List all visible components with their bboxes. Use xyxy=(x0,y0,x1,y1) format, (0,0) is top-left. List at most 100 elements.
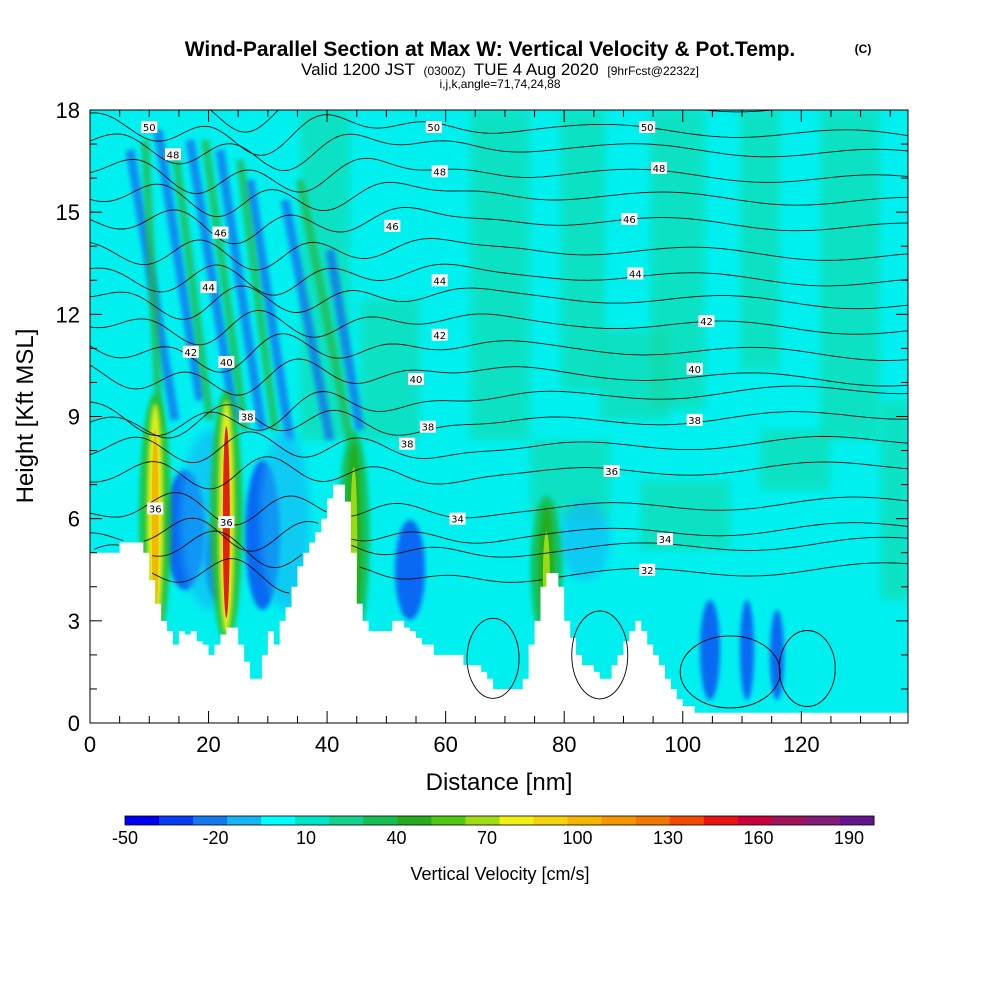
colorbar-swatch xyxy=(431,816,466,825)
y-tick-label: 0 xyxy=(68,711,80,736)
x-tick-label: 20 xyxy=(196,732,220,757)
svg-text:44: 44 xyxy=(202,283,215,294)
theta-isoline xyxy=(90,238,908,271)
theta-isoline xyxy=(90,112,908,156)
theta-isoline xyxy=(90,181,908,218)
colorbar-swatch xyxy=(669,816,705,825)
theta-closed-contour xyxy=(466,617,520,699)
svg-text:38: 38 xyxy=(688,416,701,427)
colorbar-tick-label: 100 xyxy=(562,828,592,848)
theta-label: 36 xyxy=(603,464,620,478)
y-tick-label: 12 xyxy=(56,302,80,327)
terrain-mask xyxy=(90,484,908,723)
theta-label: 48 xyxy=(651,161,668,175)
colorbar-frame xyxy=(124,815,875,826)
theta-isoline xyxy=(90,517,908,552)
theta-label: 32 xyxy=(639,563,656,577)
theta-label: 48 xyxy=(431,165,448,178)
chart-subtitle: Valid 1200 JST (0300Z) TUE 4 Aug 2020 [9… xyxy=(301,60,699,79)
subtitle-date: TUE 4 Aug 2020 xyxy=(474,60,599,79)
x-tick-label: 60 xyxy=(433,732,457,757)
svg-text:46: 46 xyxy=(214,229,227,240)
terrain xyxy=(90,484,908,723)
x-axis-tick-labels: 0 20 40 60 80 100 120 xyxy=(84,732,820,757)
updraft-streak xyxy=(141,139,164,431)
theta-label: 36 xyxy=(147,502,164,515)
theta-label: 50 xyxy=(639,121,656,134)
x-axis-ticks xyxy=(89,110,891,723)
subtitle-fcst: [9hrFcst@2232z] xyxy=(607,64,699,78)
chart-indices: i,j,k,angle=71,74,24,88 xyxy=(439,77,560,91)
theta-isoline xyxy=(90,263,908,296)
theta-isoline xyxy=(90,157,908,195)
theta-closed-contour xyxy=(571,610,629,700)
downdraft-core xyxy=(740,600,754,700)
theta-label: 44 xyxy=(431,274,448,287)
svg-text:50: 50 xyxy=(143,123,156,134)
downdraft-streak xyxy=(325,249,365,431)
theta-label: 42 xyxy=(182,345,199,359)
colorbar-tick-labels: -50 -20 10 40 70 100 130 160 190 xyxy=(112,828,864,848)
x-tick-label: 0 xyxy=(84,732,96,757)
y-tick-label: 6 xyxy=(68,507,80,532)
theta-label: 42 xyxy=(698,315,715,328)
svg-text:38: 38 xyxy=(422,423,435,434)
theta-closed-contour xyxy=(679,635,781,709)
theta-label: 40 xyxy=(686,362,703,376)
theta-isoline xyxy=(90,385,908,436)
colorbar-swatch xyxy=(805,816,841,825)
updraft-streak xyxy=(236,159,279,431)
theta-label: 50 xyxy=(425,121,442,134)
colorbar-title: Vertical Velocity [cm/s] xyxy=(410,864,589,884)
x-tick-label: 120 xyxy=(783,732,820,757)
colorbar-tick-label: 190 xyxy=(834,828,864,848)
colorbar-tick-label: 40 xyxy=(386,828,406,848)
downdraft-core xyxy=(395,520,425,620)
colorbar-swatch xyxy=(261,816,296,825)
theta-isoline xyxy=(90,431,908,464)
svg-text:50: 50 xyxy=(427,123,440,134)
y-axis-tick-labels: 0 3 6 9 12 15 18 xyxy=(56,98,80,736)
colorbar-swatch xyxy=(227,816,262,825)
svg-text:38: 38 xyxy=(241,413,254,424)
plot-area: 50 50 50 48 48 48 46 46 46 44 44 44 42 42 42 40 40 40 38 38… xyxy=(90,110,908,723)
velocity-region-weak-up xyxy=(820,110,880,440)
y-tick-label: 9 xyxy=(68,405,80,430)
theta-label: 40 xyxy=(408,373,425,386)
theta-label: 46 xyxy=(212,226,229,240)
velocity-region-weak-up xyxy=(560,110,605,390)
downdraft-streak xyxy=(215,149,267,431)
theta-isolines xyxy=(90,110,908,709)
svg-text:40: 40 xyxy=(688,365,701,376)
colorbar-swatch xyxy=(465,816,500,825)
colorbar-swatch xyxy=(397,816,432,825)
svg-text:36: 36 xyxy=(149,504,162,515)
svg-text:42: 42 xyxy=(433,331,446,342)
downdraft-core xyxy=(700,600,720,700)
colorbar-swatch xyxy=(363,816,398,825)
colorbar-tick-label: 70 xyxy=(477,828,497,848)
y-tick-label: 18 xyxy=(56,98,80,123)
colorbar-tick-label: 10 xyxy=(296,828,316,848)
velocity-region-weak-up xyxy=(640,480,730,550)
downdraft-streak xyxy=(245,179,295,441)
colorbar-swatch xyxy=(601,816,637,825)
svg-text:40: 40 xyxy=(220,358,233,369)
theta-isoline-labels: 50 50 50 48 48 48 46 46 46 44 44 44 42 42 42 40 40 40 38 38… xyxy=(141,121,715,577)
colorbar-tick-label: 130 xyxy=(653,828,683,848)
theta-label: 38 xyxy=(399,437,416,451)
theta-label: 50 xyxy=(141,121,158,134)
svg-text:32: 32 xyxy=(641,566,654,577)
theta-isoline xyxy=(151,558,908,594)
colorbar-tick-label: 160 xyxy=(743,828,773,848)
theta-isoline xyxy=(90,492,908,526)
velocity-region-weak-up xyxy=(740,110,780,370)
theta-isoline xyxy=(90,285,908,320)
theta-label: 38 xyxy=(686,413,703,427)
colorbar xyxy=(124,815,875,826)
svg-text:48: 48 xyxy=(433,167,446,178)
svg-text:50: 50 xyxy=(641,123,654,134)
velocity-region-weak-up xyxy=(760,430,830,490)
y-tick-label: 15 xyxy=(56,200,80,225)
